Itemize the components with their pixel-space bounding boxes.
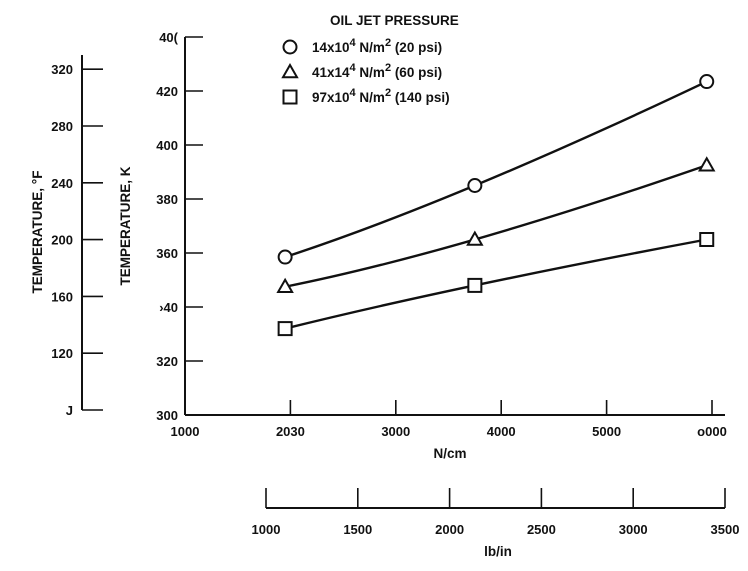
data-point-square	[467, 277, 483, 293]
legend-marker-square	[282, 89, 298, 105]
data-point-square	[277, 321, 293, 337]
data-point-triangle	[276, 277, 294, 293]
fahrenheit-tick-label: 200	[51, 233, 73, 248]
kelvin-tick-label: 380	[156, 192, 178, 207]
kelvin-tick-label: ›40	[159, 300, 178, 315]
fahrenheit-axis-title: TEMPERATURE, °F	[30, 171, 45, 294]
ncm-tick-label: 1000	[171, 424, 200, 439]
fahrenheit-tick-label: 320	[51, 62, 73, 77]
series-curve-triangle	[284, 164, 708, 288]
lbin-tick-label: 2000	[435, 522, 464, 537]
fahrenheit-tick-label: 240	[51, 176, 73, 191]
fahrenheit-tick-label: 120	[51, 346, 73, 361]
kelvin-tick-label: 320	[156, 354, 178, 369]
data-point-circle	[699, 74, 715, 90]
legend-title: OIL JET PRESSURE	[330, 13, 459, 28]
legend-label: 41x144 N/m2 (60 psi)	[312, 62, 442, 80]
lbin-tick-label: 3000	[619, 522, 648, 537]
fahrenheit-tick-label: J	[66, 403, 73, 418]
ncm-tick-label: 5000	[592, 424, 621, 439]
kelvin-tick-label: 300	[156, 408, 178, 423]
series-curve-square	[284, 238, 707, 330]
lbin-axis-title: lb/in	[484, 544, 512, 559]
legend: OIL JET PRESSURE 14x104 N/m2 (20 psi) 41x…	[281, 13, 459, 105]
series-layer	[276, 74, 716, 337]
ncm-tick-label: 2030	[276, 424, 305, 439]
ncm-axis: 1000 2030 3000 4000 5000 o000 N/cm	[171, 400, 727, 461]
kelvin-tick-label: 40(	[159, 30, 178, 45]
data-point-square	[699, 232, 715, 247]
lbin-axis: 1000 1500 2000 2500 3000 3500 lb/in	[252, 488, 740, 559]
lbin-tick-label: 1000	[252, 522, 281, 537]
kelvin-axis-title: TEMPERATURE, K	[118, 166, 133, 285]
kelvin-tick-label: 420	[156, 84, 178, 99]
kelvin-axis: 300 320 ›40 360 380 400 420 40( TEMPERATURE, K	[118, 30, 203, 423]
data-point-circle	[467, 178, 483, 193]
lbin-tick-label: 1500	[343, 522, 372, 537]
legend-marker-triangle	[281, 62, 299, 79]
fahrenheit-tick-label: 280	[51, 119, 73, 134]
data-point-circle	[277, 249, 293, 265]
data-point-triangle	[466, 230, 484, 246]
ncm-tick-label: 4000	[487, 424, 516, 439]
legend-label: 97x104 N/m2 (140 psi)	[312, 87, 450, 105]
kelvin-tick-label: 360	[156, 246, 178, 261]
lbin-tick-label: 3500	[711, 522, 740, 537]
legend-marker-circle	[282, 39, 298, 55]
series-curve-circle	[284, 80, 708, 259]
legend-label: 14x104 N/m2 (20 psi)	[312, 37, 442, 55]
ncm-axis-title: N/cm	[433, 446, 466, 461]
ncm-tick-label: o000	[697, 424, 727, 439]
lbin-tick-label: 2500	[527, 522, 556, 537]
ncm-tick-label: 3000	[381, 424, 410, 439]
fahrenheit-axis: J 120 160 200 240 280 320 TEMPERATURE, °F	[30, 55, 103, 418]
kelvin-tick-label: 400	[156, 138, 178, 153]
data-point-triangle	[698, 156, 716, 172]
fahrenheit-tick-label: 160	[51, 289, 73, 304]
